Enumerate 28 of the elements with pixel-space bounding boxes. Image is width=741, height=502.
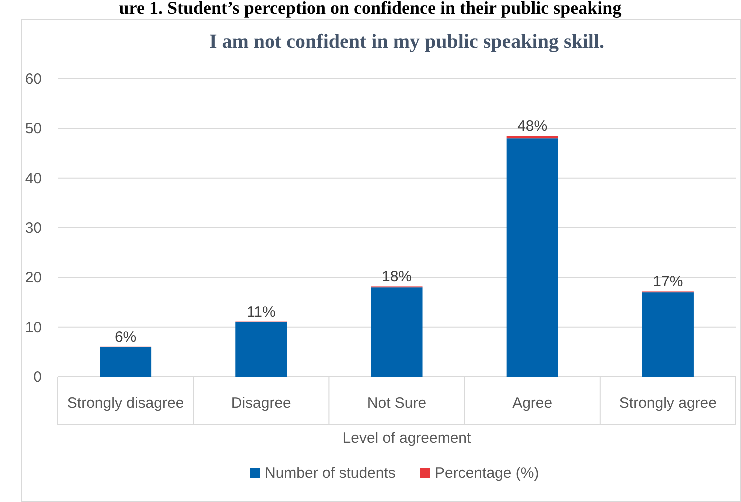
y-tick-label: 30 [25,220,42,237]
data-label: 17% [653,274,684,291]
bar [506,138,558,377]
y-tick-label: 50 [25,120,42,138]
bar [642,292,694,377]
text: ure 1. Student’s perception on confidence in their public speaking [119,0,622,18]
data-label: 6% [114,328,137,346]
legend-label: Percentage (%) [435,465,540,482]
x-tick-label: Agree [512,395,553,412]
chart-title: I am not confident in my public speaking skill. [209,31,605,53]
x-axis-title: Level of agreement [342,430,472,447]
x-tick-label: Strongly agree [619,395,717,412]
data-label: 18% [382,268,412,286]
legend-label: Number of students [265,465,396,482]
y-tick-label: 0 [34,369,42,386]
data-label: 11% [246,304,276,321]
data-label: 48% [518,118,548,136]
x-tick-label: Strongly disagree [67,395,184,412]
y-tick-label: 20 [25,270,42,287]
bar [236,322,288,377]
x-tick-label: Not Sure [367,395,427,412]
x-tick-label: Disagree [231,395,292,412]
bar [506,136,558,139]
y-tick-label: 40 [25,170,42,188]
y-tick-label: 60 [25,71,42,88]
y-tick-label: 10 [25,319,42,336]
bar [100,347,152,377]
bar [371,288,423,377]
